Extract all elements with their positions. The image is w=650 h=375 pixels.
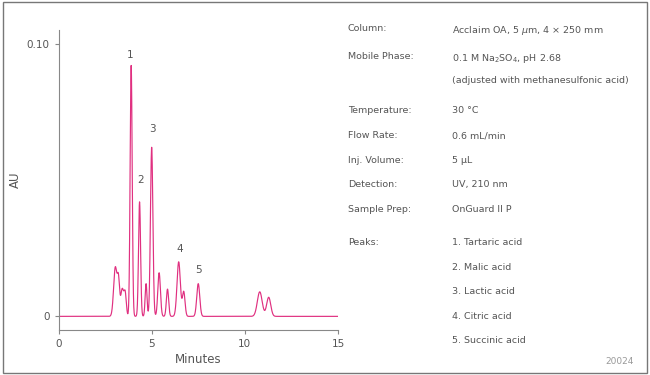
Text: 2. Malic acid: 2. Malic acid — [452, 262, 511, 272]
Text: Column:: Column: — [348, 24, 387, 33]
Text: (adjusted with methanesulfonic acid): (adjusted with methanesulfonic acid) — [452, 76, 629, 86]
Text: 5 μL: 5 μL — [452, 156, 472, 165]
Text: 4. Citric acid: 4. Citric acid — [452, 312, 512, 321]
Text: 0.6 mL/min: 0.6 mL/min — [452, 131, 505, 140]
Text: 4: 4 — [177, 244, 183, 254]
Text: Peaks:: Peaks: — [348, 238, 378, 247]
Text: 3. Lactic acid: 3. Lactic acid — [452, 287, 515, 296]
Text: 20024: 20024 — [605, 357, 634, 366]
Text: OnGuard II P: OnGuard II P — [452, 205, 512, 214]
X-axis label: Minutes: Minutes — [175, 353, 222, 366]
Y-axis label: AU: AU — [9, 172, 22, 188]
Text: 5: 5 — [195, 266, 202, 276]
Text: 0.1 M Na$_2$SO$_4$, pH 2.68: 0.1 M Na$_2$SO$_4$, pH 2.68 — [452, 52, 562, 65]
Text: 2: 2 — [136, 176, 144, 186]
Text: 1: 1 — [127, 50, 134, 60]
Text: Mobile Phase:: Mobile Phase: — [348, 52, 413, 61]
Text: 1. Tartaric acid: 1. Tartaric acid — [452, 238, 522, 247]
Text: Sample Prep:: Sample Prep: — [348, 205, 411, 214]
Text: Temperature:: Temperature: — [348, 106, 411, 116]
Text: Detection:: Detection: — [348, 180, 397, 189]
Text: 30 °C: 30 °C — [452, 106, 478, 116]
Text: Inj. Volume:: Inj. Volume: — [348, 156, 404, 165]
Text: Acclaim OA, 5 $\mu$m, 4 $\times$ 250 mm: Acclaim OA, 5 $\mu$m, 4 $\times$ 250 mm — [452, 24, 603, 38]
Text: 3: 3 — [149, 124, 155, 134]
Text: Flow Rate:: Flow Rate: — [348, 131, 397, 140]
Text: 5. Succinic acid: 5. Succinic acid — [452, 336, 525, 345]
Text: UV, 210 nm: UV, 210 nm — [452, 180, 508, 189]
